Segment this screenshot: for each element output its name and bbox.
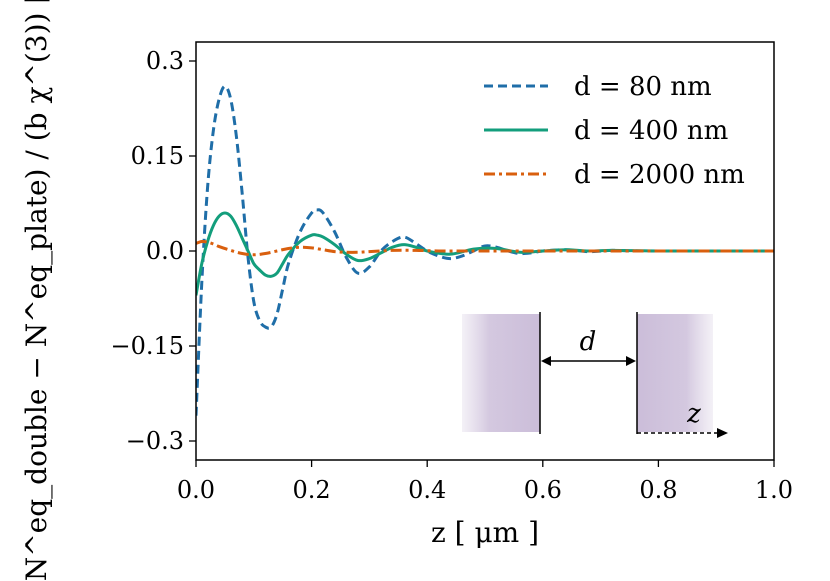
z-axis-arrow-head: [717, 428, 728, 438]
series-layer: [196, 84, 774, 416]
legend-label-1: d = 400 nm: [574, 116, 728, 146]
x-axis: 0.0 0.2 0.4 0.6 0.8 1.0: [177, 460, 793, 504]
y-axis: 0.3 0.15 0.0 −0.15 −0.3: [110, 47, 196, 455]
series-line-2: [196, 239, 774, 257]
y-tick-label: 0.15: [131, 142, 184, 170]
legend-label-0: d = 80 nm: [574, 72, 712, 102]
z-axis-inset-label: z: [686, 399, 701, 429]
y-axis-label: (N^eq_double − N^eq_plate) / (b χ^(3)) […: [20, 0, 53, 581]
x-axis-label: z [ μm ]: [431, 516, 539, 549]
legend-label-2: d = 2000 nm: [574, 160, 745, 190]
gap-arrow-left-head: [541, 356, 551, 366]
plates-inset: dz: [462, 312, 728, 438]
left-plate: [462, 314, 540, 432]
x-tick-label: 0.2: [293, 476, 331, 504]
x-tick-label: 0.4: [408, 476, 446, 504]
x-tick-label: 1.0: [755, 476, 793, 504]
x-tick-label: 0.0: [177, 476, 215, 504]
y-tick-label: 0.3: [146, 47, 184, 75]
y-tick-label: −0.3: [126, 427, 184, 455]
y-tick-label: −0.15: [110, 332, 184, 360]
right-plate: [637, 314, 713, 432]
legend: d = 80 nm d = 400 nm d = 2000 nm: [484, 72, 745, 190]
y-tick-label: 0.0: [146, 237, 184, 265]
gap-arrow-right-head: [626, 356, 636, 366]
x-tick-label: 0.6: [524, 476, 562, 504]
plot-area: dz: [195, 41, 775, 461]
x-tick-label: 0.8: [639, 476, 677, 504]
gap-label: d: [580, 327, 597, 357]
